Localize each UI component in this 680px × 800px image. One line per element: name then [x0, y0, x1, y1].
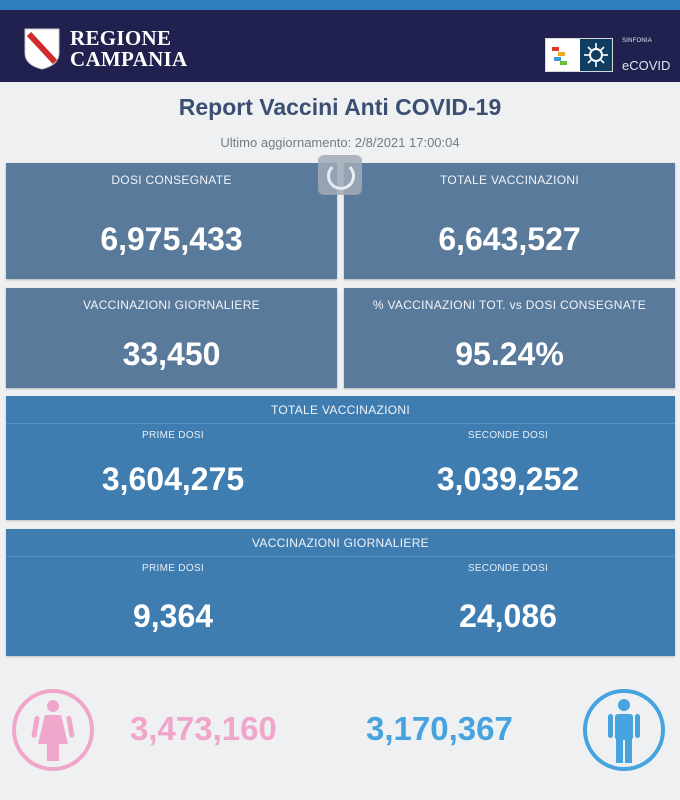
prime-dosi-value: 3,604,275 — [101, 461, 245, 497]
prime-dosi-block: PRIME DOSI 9,364 — [6, 563, 340, 635]
card-percentuale: % VACCINAZIONI TOT. vs DOSI CONSEGNATE 9… — [344, 288, 675, 388]
seconde-dosi-value: 24,086 — [459, 598, 557, 634]
prime-dosi-value: 9,364 — [132, 598, 214, 634]
female-vaccinations-count: 3,473,160 — [130, 710, 277, 747]
female-person-icon — [12, 689, 94, 771]
region-name-line1: REGIONE — [70, 26, 172, 50]
card-label: % VACCINAZIONI TOT. vs DOSI CONSEGNATE — [372, 298, 647, 312]
card-value: 33,450 — [122, 336, 221, 372]
top-accent-strip — [0, 0, 680, 10]
prime-dosi-label: PRIME DOSI — [142, 563, 204, 574]
prime-dosi-block: PRIME DOSI 3,604,275 — [6, 430, 340, 498]
card-totale-vaccinazioni: TOTALE VACCINAZIONI 6,643,527 — [344, 163, 675, 279]
partner-name: eCOVID — [622, 58, 671, 73]
region-name: REGIONE CAMPANIA — [70, 28, 188, 70]
band-totale-vaccinazioni: TOTALE VACCINAZIONI PRIME DOSI 3,604,275… — [6, 396, 675, 520]
seconde-dosi-block: SECONDE DOSI 24,086 — [341, 563, 675, 635]
card-label: VACCINAZIONI GIORNALIERE — [82, 298, 260, 312]
male-person-icon — [583, 689, 665, 771]
region-name-line2: CAMPANIA — [70, 47, 188, 71]
seconde-dosi-label: SECONDE DOSI — [467, 563, 549, 574]
loading-spinner — [318, 155, 362, 195]
spinner-icon — [327, 162, 355, 190]
card-label: TOTALE VACCINAZIONI — [439, 173, 580, 187]
partner-small-label: SINFONIA — [622, 38, 652, 44]
page-title: Report Vaccini Anti COVID-19 — [178, 94, 502, 120]
card-value: 6,975,433 — [100, 221, 243, 257]
card-vaccinazioni-giornaliere: VACCINAZIONI GIORNALIERE 33,450 — [6, 288, 337, 388]
card-dosi-consegnate: DOSI CONSEGNATE 6,975,433 — [6, 163, 337, 279]
band-vaccinazioni-giornaliere: VACCINAZIONI GIORNALIERE PRIME DOSI 9,36… — [6, 529, 675, 656]
region-shield-logo — [24, 28, 60, 70]
card-value: 95.24% — [455, 336, 564, 372]
band-divider — [6, 556, 675, 557]
card-value: 6,643,527 — [438, 221, 581, 257]
virus-icon-tile — [580, 39, 612, 71]
last-updated-text: Ultimo aggiornamento: 2/8/2021 17:00:04 — [220, 135, 460, 150]
band-divider — [6, 423, 675, 424]
band-title: TOTALE VACCINAZIONI — [270, 403, 411, 417]
seconde-dosi-block: SECONDE DOSI 3,039,252 — [341, 430, 675, 498]
prime-dosi-label: PRIME DOSI — [142, 430, 204, 441]
sinfonia-logo — [545, 38, 613, 72]
male-vaccinations-count: 3,170,367 — [366, 710, 513, 747]
virus-icon — [584, 43, 608, 67]
header-bar: REGIONE CAMPANIA SINFONIA eCOVID — [0, 10, 680, 82]
seconde-dosi-value: 3,039,252 — [436, 461, 580, 497]
card-label: DOSI CONSEGNATE — [111, 173, 232, 187]
band-title: VACCINAZIONI GIORNALIERE — [251, 536, 429, 550]
sinfonia-mark-icon — [552, 47, 567, 65]
seconde-dosi-label: SECONDE DOSI — [467, 430, 549, 441]
